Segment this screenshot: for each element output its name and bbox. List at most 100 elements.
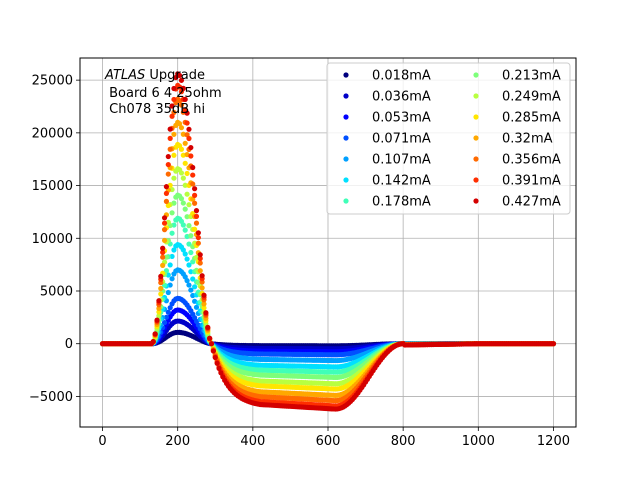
- data-point: [160, 249, 166, 255]
- data-point: [188, 144, 194, 151]
- data-point: [178, 125, 185, 131]
- annotation-atlas: ATLAS: [104, 68, 145, 83]
- data-point: [160, 262, 166, 268]
- legend-marker: [473, 114, 479, 120]
- data-point: [158, 291, 164, 297]
- data-point: [197, 260, 203, 266]
- legend-marker: [343, 72, 349, 78]
- data-point: [188, 233, 194, 239]
- data-point: [182, 227, 188, 233]
- data-point: [184, 214, 190, 220]
- data-point: [216, 365, 222, 371]
- legend-label: 0.213mA: [502, 69, 561, 84]
- data-point: [163, 314, 170, 320]
- data-point: [199, 273, 205, 279]
- data-point: [161, 227, 168, 233]
- x-tick-label: 800: [391, 434, 416, 449]
- data-point: [182, 140, 188, 146]
- data-point: [163, 198, 170, 204]
- data-point: [199, 285, 205, 291]
- data-point: [158, 285, 164, 292]
- data-point: [156, 313, 162, 319]
- legend-marker: [343, 93, 349, 99]
- data-point: [184, 170, 190, 177]
- y-tick-label: 25000: [32, 74, 73, 89]
- y-tick-label: 15000: [32, 179, 73, 194]
- x-tick-label: 0: [98, 434, 106, 449]
- data-point: [186, 202, 192, 208]
- data-point: [182, 206, 188, 212]
- data-point: [218, 370, 224, 376]
- data-point: [203, 310, 209, 316]
- data-point: [163, 184, 170, 190]
- data-point: [184, 278, 190, 284]
- y-tick-label: 10000: [32, 232, 73, 247]
- legend-label: 0.32mA: [502, 132, 553, 147]
- data-point: [167, 126, 173, 132]
- series-0.427mA: [99, 71, 557, 412]
- data-point: [163, 190, 170, 197]
- data-point: [190, 164, 196, 171]
- data-point: [186, 223, 192, 229]
- legend-marker: [473, 177, 479, 183]
- legend-label: 0.018mA: [372, 69, 431, 84]
- data-point: [201, 301, 207, 307]
- legend-label: 0.285mA: [502, 111, 561, 126]
- legend-marker: [473, 93, 479, 99]
- y-tick-label: 20000: [32, 126, 73, 141]
- data-point: [154, 317, 160, 323]
- x-tick-label: 200: [165, 434, 190, 449]
- data-point: [192, 284, 198, 290]
- data-point: [197, 252, 203, 258]
- data-point: [161, 220, 168, 226]
- data-point: [180, 175, 186, 181]
- data-point: [178, 170, 185, 176]
- data-point: [186, 282, 192, 288]
- x-tick-label: 600: [316, 434, 341, 449]
- data-point: [212, 354, 218, 361]
- series-layer: [99, 71, 557, 412]
- data-point: [163, 254, 170, 260]
- data-point: [167, 262, 173, 268]
- data-point: [160, 254, 166, 260]
- annotation-upgrade: Upgrade: [145, 68, 205, 83]
- legend-marker: [343, 156, 349, 162]
- data-point: [178, 77, 185, 83]
- data-point: [195, 234, 201, 241]
- data-point: [214, 360, 220, 366]
- data-point: [178, 196, 185, 202]
- data-point: [161, 319, 168, 326]
- data-point: [182, 251, 188, 257]
- data-point: [150, 338, 156, 345]
- data-point: [184, 191, 190, 197]
- x-tick-label: 1200: [537, 434, 570, 449]
- data-point: [178, 146, 185, 152]
- data-point: [190, 276, 196, 282]
- data-point: [152, 331, 158, 337]
- data-point: [197, 255, 203, 262]
- data-point: [193, 220, 200, 226]
- annotation-line-2: Board 6 4 25ohm: [105, 86, 222, 101]
- annotation-line-1: ATLAS Upgrade: [104, 68, 205, 83]
- data-point: [180, 85, 186, 91]
- data-point: [165, 309, 171, 315]
- data-point: [188, 269, 194, 275]
- data-point: [192, 192, 198, 198]
- data-point: [171, 247, 177, 253]
- data-point: [161, 237, 168, 244]
- legend-marker: [473, 156, 479, 162]
- data-point: [165, 289, 171, 296]
- data-point: [160, 245, 166, 251]
- data-point: [165, 202, 171, 209]
- data-point: [193, 213, 200, 219]
- data-point: [188, 287, 194, 293]
- data-point: [171, 85, 177, 92]
- legend-label: 0.249mA: [502, 90, 561, 105]
- data-point: [169, 210, 175, 216]
- legend-label: 0.427mA: [502, 195, 561, 210]
- data-point: [210, 348, 216, 354]
- data-point: [178, 102, 185, 108]
- data-point: [156, 305, 162, 312]
- data-point: [169, 276, 175, 282]
- data-point: [180, 222, 186, 228]
